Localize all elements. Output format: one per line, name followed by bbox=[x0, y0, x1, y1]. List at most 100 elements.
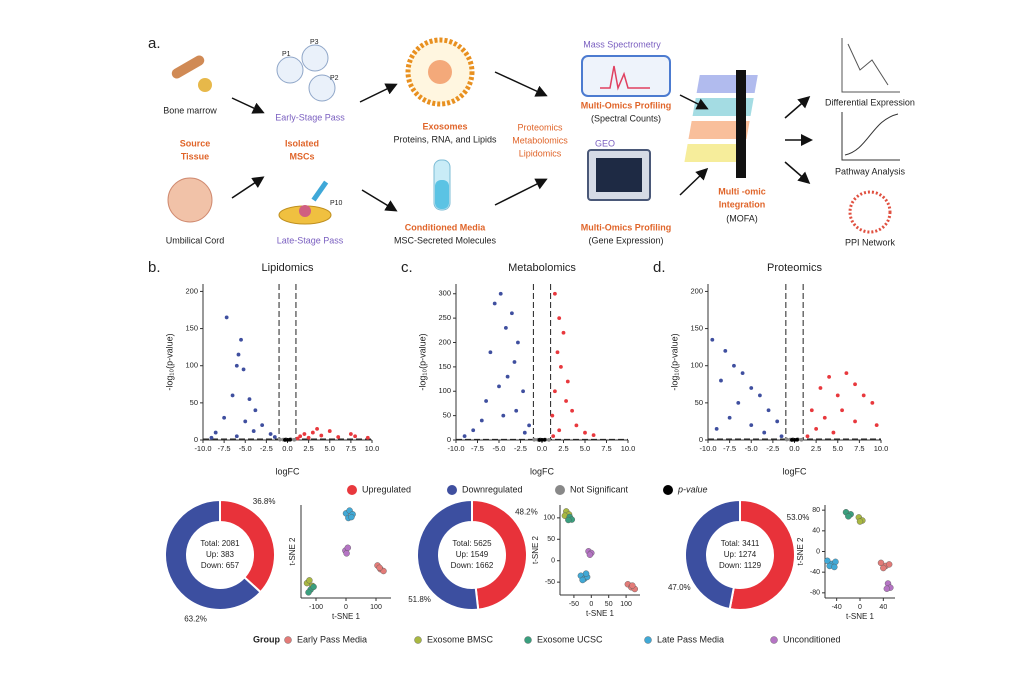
exosome-core bbox=[428, 60, 452, 84]
point bbox=[484, 399, 488, 403]
point bbox=[557, 428, 562, 433]
x-tick-label: -5.0 bbox=[493, 444, 506, 453]
label: Early-Stage Pass bbox=[275, 112, 345, 122]
y-tick-label: 50 bbox=[443, 411, 451, 420]
y-tick-label: 200 bbox=[690, 286, 703, 295]
point bbox=[831, 430, 836, 435]
y-axis-label: t-SNE 2 bbox=[288, 537, 297, 566]
point bbox=[546, 437, 551, 442]
embryo-icon bbox=[167, 177, 213, 223]
center-text: Down: 1129 bbox=[719, 561, 762, 570]
point bbox=[553, 389, 557, 394]
y-tick-label: 250 bbox=[438, 313, 451, 322]
point bbox=[853, 419, 857, 424]
point bbox=[827, 374, 831, 379]
x-tick-label: 0 bbox=[858, 604, 862, 611]
x-tick-label: 0.0 bbox=[789, 444, 799, 453]
point bbox=[247, 397, 252, 402]
point bbox=[570, 408, 574, 413]
center-text: Up: 383 bbox=[206, 550, 235, 559]
point bbox=[574, 423, 579, 428]
x-tick-label: 0 bbox=[589, 601, 593, 608]
point bbox=[814, 426, 819, 431]
label: P10 bbox=[330, 200, 343, 207]
point bbox=[343, 550, 350, 557]
label: GEO bbox=[595, 138, 615, 148]
y-tick-label: 100 bbox=[690, 361, 703, 370]
x-tick-label: 0.0 bbox=[537, 444, 547, 453]
center-text: Down: 657 bbox=[201, 561, 240, 570]
point bbox=[306, 577, 313, 584]
point bbox=[505, 374, 510, 379]
point bbox=[591, 433, 596, 438]
point bbox=[559, 364, 563, 369]
point bbox=[790, 438, 794, 442]
point bbox=[305, 589, 312, 596]
bone-icon bbox=[171, 55, 205, 79]
legend-label: Exosome UCSC bbox=[537, 634, 603, 644]
point bbox=[766, 408, 771, 413]
point bbox=[561, 330, 566, 335]
point bbox=[272, 435, 277, 439]
point bbox=[775, 419, 780, 424]
x-axis-label: logFC bbox=[275, 466, 300, 476]
cells-icon bbox=[299, 205, 311, 217]
label: Bone marrow bbox=[163, 105, 217, 115]
label: Source bbox=[180, 138, 211, 148]
point bbox=[527, 423, 531, 428]
label: P1 bbox=[282, 51, 291, 58]
label: (Spectral Counts) bbox=[591, 113, 661, 123]
y-tick-label: 0 bbox=[551, 558, 555, 565]
legend-label: p-value bbox=[677, 484, 708, 494]
y-axis-label: -log₁₀(p-value) bbox=[164, 333, 174, 390]
x-axis-label: logFC bbox=[782, 466, 807, 476]
chart-title: Lipidomics bbox=[262, 262, 314, 274]
value-label: 63.2% bbox=[184, 615, 207, 624]
point bbox=[283, 438, 287, 442]
point bbox=[565, 516, 572, 524]
point bbox=[268, 432, 273, 436]
point bbox=[302, 432, 307, 436]
y-axis-label: -log₁₀(p-value) bbox=[417, 333, 427, 390]
arrow bbox=[679, 94, 709, 110]
point bbox=[840, 408, 844, 413]
tube-liquid bbox=[435, 180, 449, 209]
point bbox=[497, 384, 501, 389]
legend-swatch bbox=[447, 485, 457, 495]
point bbox=[874, 423, 879, 428]
x-tick-label: -10.0 bbox=[194, 444, 211, 453]
label: Integration bbox=[719, 199, 766, 209]
x-axis-label: t-SNE 1 bbox=[586, 609, 615, 618]
x-axis-label: t-SNE 1 bbox=[332, 612, 361, 621]
legend-title: Group bbox=[253, 634, 280, 644]
point bbox=[809, 408, 814, 413]
legend-swatch bbox=[347, 485, 357, 495]
x-tick-label: -50 bbox=[569, 601, 579, 608]
point bbox=[209, 435, 214, 440]
point bbox=[376, 564, 383, 571]
y-tick-label: 50 bbox=[547, 536, 555, 543]
center-text: Up: 1549 bbox=[456, 550, 489, 559]
point bbox=[582, 570, 590, 577]
point bbox=[719, 378, 723, 383]
point bbox=[234, 363, 239, 368]
x-tick-label: -5.0 bbox=[239, 444, 252, 453]
point bbox=[348, 513, 355, 521]
label: Multi -omic bbox=[718, 186, 766, 196]
legend-label: Early Pass Media bbox=[297, 634, 367, 644]
x-tick-label: -7.5 bbox=[218, 444, 231, 453]
point bbox=[336, 435, 341, 439]
marrow-icon bbox=[198, 78, 212, 92]
legend-label: Not Significant bbox=[570, 484, 629, 494]
label: Pathway Analysis bbox=[835, 166, 906, 176]
legend-label: Exosome BMSC bbox=[427, 634, 494, 644]
spectrum-icon bbox=[600, 65, 650, 91]
point bbox=[503, 325, 508, 330]
x-tick-label: 40 bbox=[879, 604, 887, 611]
x-tick-label: 2.5 bbox=[303, 444, 313, 453]
point bbox=[306, 435, 311, 440]
y-tick-label: 50 bbox=[190, 398, 198, 407]
label: Late-Stage Pass bbox=[277, 235, 344, 245]
point bbox=[236, 352, 241, 357]
